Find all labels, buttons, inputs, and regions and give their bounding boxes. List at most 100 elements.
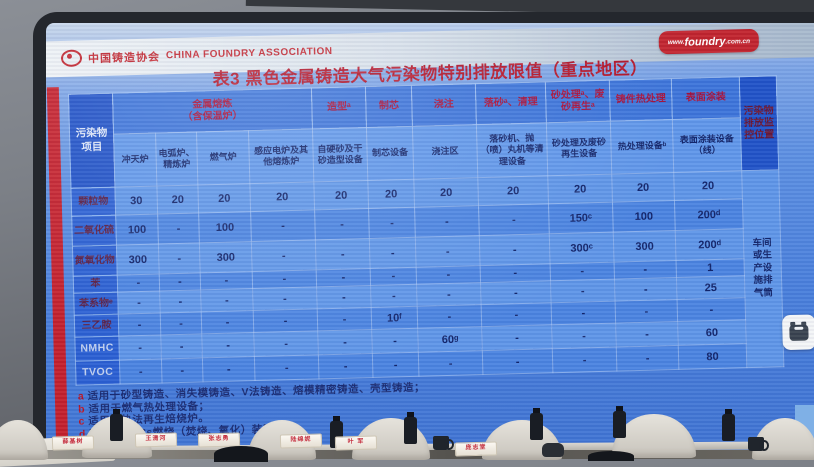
limit-value-cell: - (316, 268, 371, 287)
limit-value-cell: - (417, 304, 482, 329)
footnotes: a 适用于砂型铸造、消失模铸造、V法铸造、熔模精密铸造、壳型铸造； b 适用于燃气… (78, 376, 639, 441)
group-header: 砂处理ᵃ、废砂再生ᵃ (545, 80, 611, 123)
equipment-header: 浇注区 (412, 124, 478, 180)
limit-value-cell: - (253, 308, 318, 333)
limit-value-cell: - (119, 358, 163, 385)
limit-value-cell: 300ᶜ (549, 232, 615, 264)
limit-value-cell: - (315, 238, 371, 270)
limit-value-cell: - (254, 354, 320, 381)
monitor-location-header: 污染物排放监控位置 (739, 75, 779, 171)
limit-value-cell: - (158, 242, 201, 275)
limit-value-cell: - (159, 289, 202, 313)
limit-value-cell: - (252, 286, 318, 311)
floating-widget-icon (781, 314, 814, 351)
footnote-marker: c (78, 415, 86, 428)
limit-value-cell: - (478, 203, 550, 236)
limit-value-cell: - (368, 207, 416, 239)
group-header: 造型ᵃ (311, 86, 367, 129)
limit-value-cell: 200ᵈ (674, 198, 744, 231)
limit-value-cell: - (551, 301, 616, 325)
group-header: 表面涂装 (671, 76, 741, 120)
limit-value-cell: - (481, 324, 553, 351)
pollutant-row-label: 苯系物ᵉ (73, 292, 119, 316)
limit-value-cell: - (552, 347, 617, 373)
limit-value-cell: 20 (156, 184, 199, 215)
group-header: 制芯 (365, 85, 413, 128)
limit-value-cell: - (415, 235, 481, 268)
limit-value-cell: - (370, 267, 417, 286)
limit-value-cell: - (371, 328, 419, 354)
group-header: 浇注 (411, 83, 477, 127)
group-header: 落砂ᵃ、清理 (475, 81, 547, 125)
cfa-logo-icon (60, 49, 83, 68)
footnote-marker: d (78, 428, 86, 441)
limit-value-cell: - (480, 263, 551, 283)
limit-value-cell: - (314, 208, 370, 240)
limit-value-cell: 1 (676, 258, 745, 278)
limit-value-cell: - (416, 282, 482, 307)
limit-value-cell: - (253, 330, 319, 357)
limit-value-cell: - (161, 357, 204, 383)
corner-header: 污染物项目 (68, 93, 115, 189)
limit-value-cell: - (550, 279, 616, 303)
pollutant-row-label: 氮氧化物 (72, 245, 118, 277)
limit-value-cell: - (317, 329, 373, 355)
limit-value-cell: - (369, 237, 417, 269)
limit-value-cell: - (201, 332, 255, 358)
limit-value-cell: - (317, 307, 372, 331)
presentation-slide: 中国铸造协会 CHINA FOUNDRY ASSOCIATION www.fou… (46, 23, 814, 459)
limit-value-cell: 20 (547, 174, 613, 204)
pollutant-row-label: 二氧化硫 (71, 215, 117, 247)
limit-value-cell: - (479, 233, 551, 266)
limit-value-cell: 150ᶜ (548, 202, 614, 234)
limit-value-cell: - (480, 280, 552, 305)
equipment-header: 落砂机、抛（喷）丸机等清理设备 (476, 122, 548, 178)
limit-value-cell: - (416, 265, 481, 285)
widget-glyph-icon (789, 324, 809, 342)
limit-value-cell: - (370, 284, 418, 308)
pollutant-row-label: 三乙胺 (74, 314, 119, 338)
limit-value-cell: - (117, 291, 161, 315)
cfa-logo-cn: 中国铸造协会 (87, 50, 161, 65)
limit-value-cell: - (200, 271, 253, 290)
limit-value-cell: 100 (198, 211, 252, 243)
limit-value-cell: - (117, 274, 160, 293)
limit-value-cell: 20 (611, 172, 675, 203)
led-screen: 中国铸造协会 CHINA FOUNDRY ASSOCIATION www.fou… (33, 12, 814, 459)
pollutant-row-label: 颗粒物 (70, 187, 116, 217)
limit-value-cell: 20 (197, 183, 251, 213)
limit-value-cell: 10ᶠ (371, 306, 418, 330)
limit-value-cell: - (159, 272, 201, 292)
limit-value-cell: - (418, 350, 483, 377)
limit-value-cell: - (160, 333, 203, 359)
equipment-header: 感应电炉及其他熔炼炉 (248, 128, 314, 184)
limit-value-cell: 300 (613, 230, 677, 263)
limit-value-cell: 20 (249, 181, 315, 212)
limit-value-cell: - (372, 352, 419, 378)
limit-value-cell: 100 (115, 214, 159, 246)
limit-value-cell: - (157, 212, 200, 245)
limit-value-cell: 20 (367, 179, 415, 209)
equipment-header: 热处理设备ᵇ (610, 119, 674, 175)
limit-value-cell: - (677, 297, 746, 322)
limit-value-cell: - (160, 311, 202, 335)
limit-value-cell: - (616, 345, 679, 372)
limit-value-cell: - (615, 321, 679, 348)
limit-value-cell: - (615, 299, 678, 324)
limit-value-cell: - (251, 239, 317, 272)
limit-value-cell: 20 (477, 175, 549, 206)
equipment-header: 冲天炉 (113, 133, 157, 188)
limit-value-cell: - (252, 269, 317, 289)
limit-value-cell: 200ᵈ (675, 228, 745, 261)
limit-value-cell: - (550, 262, 615, 281)
slide-left-red-stripe (46, 87, 69, 444)
limit-value-cell: - (316, 285, 372, 309)
group-header: 铸件热处理 (609, 78, 673, 122)
equipment-header: 表面涂装设备（线） (672, 117, 742, 173)
equipment-header: 自硬砂及干砂造型设备 (312, 127, 368, 182)
limit-value-cell: 100 (612, 200, 676, 233)
limit-value-cell: - (200, 288, 254, 312)
limit-value-cell: 300 (116, 244, 160, 276)
pollutant-row-label: TVOC (75, 360, 121, 386)
limit-value-cell: - (481, 302, 552, 327)
